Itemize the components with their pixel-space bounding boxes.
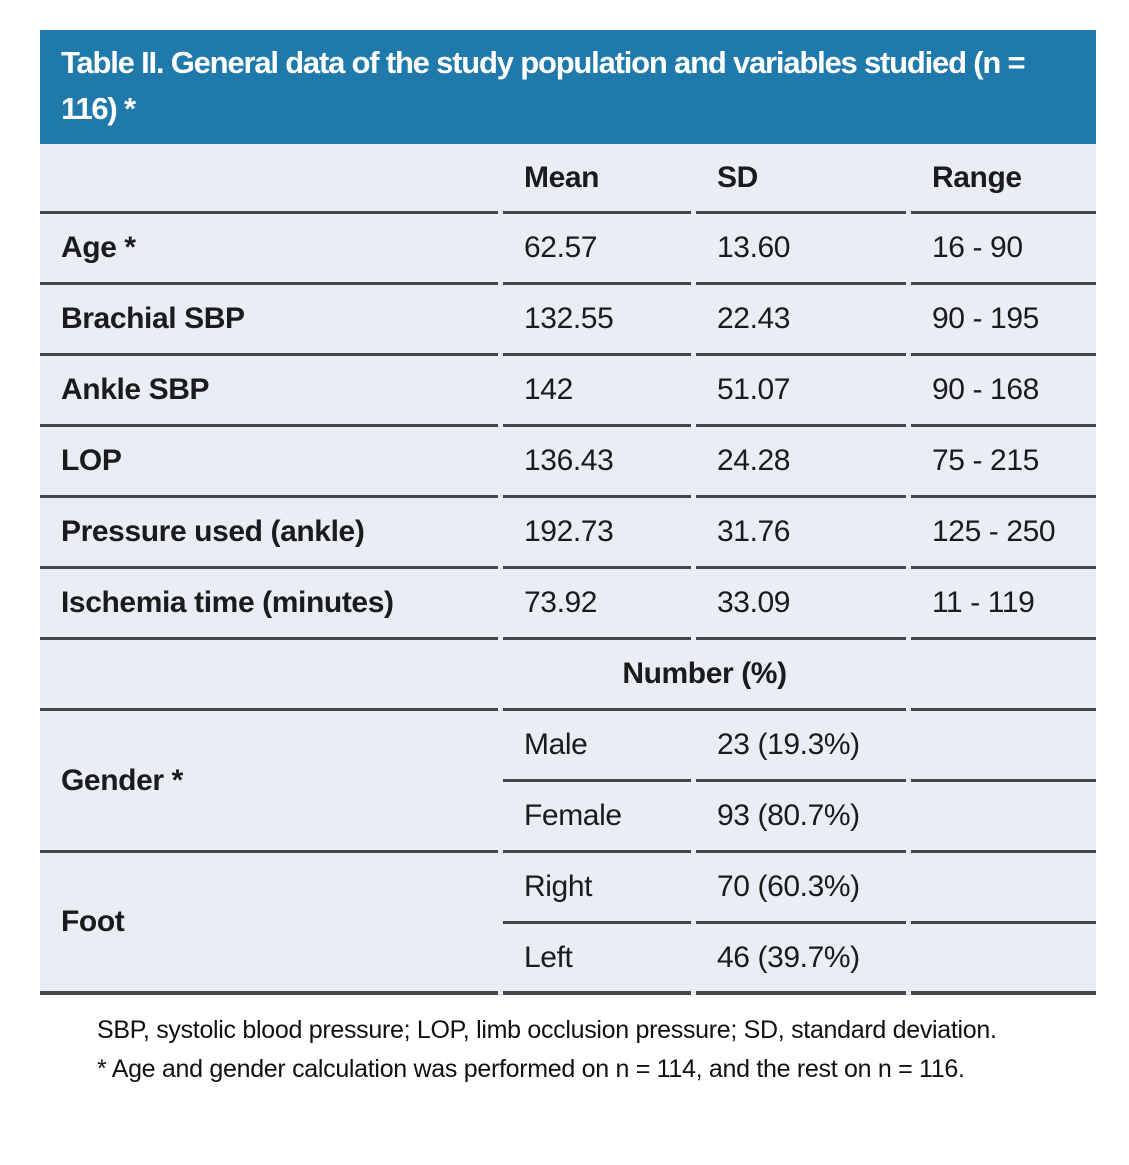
row-label: Age * xyxy=(40,214,498,285)
sd-value: 33.09 xyxy=(696,569,906,640)
sd-value: 22.43 xyxy=(696,285,906,356)
table-row: Age * 62.57 13.60 16 - 90 xyxy=(40,214,1096,285)
table-row: Ischemia time (minutes) 73.92 33.09 11 -… xyxy=(40,569,1096,640)
gender-section: Gender * Male 23 (19.3%) Female 93 (80.7… xyxy=(40,711,1096,853)
table-row: LOP 136.43 24.28 75 - 215 xyxy=(40,427,1096,498)
column-header-sd: SD xyxy=(696,144,906,214)
mean-value: 136.43 xyxy=(503,427,691,498)
category-value: 23 (19.3%) xyxy=(696,711,906,782)
category-name: Male xyxy=(503,711,691,782)
column-header-range: Range xyxy=(911,144,1096,214)
row-label: Gender * xyxy=(40,711,498,853)
mean-value: 132.55 xyxy=(503,285,691,356)
category-value: 93 (80.7%) xyxy=(696,782,906,853)
row-label: Pressure used (ankle) xyxy=(40,498,498,569)
sd-value: 31.76 xyxy=(696,498,906,569)
range-value: 90 - 168 xyxy=(911,356,1096,427)
row-label: Ischemia time (minutes) xyxy=(40,569,498,640)
category-spacer xyxy=(911,711,1096,782)
row-label: Foot xyxy=(40,853,498,995)
category-spacer xyxy=(911,924,1096,995)
footnote-asterisk: * Age and gender calculation was perform… xyxy=(97,1055,965,1083)
mean-value: 62.57 xyxy=(503,214,691,285)
category-name: Left xyxy=(503,924,691,995)
table-body: Mean SD Range Age * 62.57 13.60 16 - 90 … xyxy=(40,144,1096,995)
table-row: Brachial SBP 132.55 22.43 90 - 195 xyxy=(40,285,1096,356)
table-ii-card: Table II. General data of the study popu… xyxy=(40,30,1096,1089)
foot-section: Foot Right 70 (60.3%) Left 46 (39.7%) xyxy=(40,853,1096,995)
footnote-abbreviations: SBP, systolic blood pressure; LOP, limb … xyxy=(97,1016,997,1044)
footnotes: SBP, systolic blood pressure; LOP, limb … xyxy=(97,1011,1076,1089)
table-row: Pressure used (ankle) 192.73 31.76 125 -… xyxy=(40,498,1096,569)
range-value: 75 - 215 xyxy=(911,427,1096,498)
mean-value: 73.92 xyxy=(503,569,691,640)
number-percent-spacer xyxy=(40,640,498,711)
table-title: Table II. General data of the study popu… xyxy=(61,45,1026,126)
mean-value: 192.73 xyxy=(503,498,691,569)
row-label: Brachial SBP xyxy=(40,285,498,356)
range-value: 11 - 119 xyxy=(911,569,1096,640)
number-percent-spacer xyxy=(911,640,1096,711)
category-spacer xyxy=(911,853,1096,924)
number-percent-header-row: Number (%) xyxy=(40,640,1096,711)
category-name: Right xyxy=(503,853,691,924)
number-percent-header: Number (%) xyxy=(503,640,906,711)
column-header-spacer xyxy=(40,144,498,214)
category-spacer xyxy=(911,782,1096,853)
sd-value: 13.60 xyxy=(696,214,906,285)
range-value: 16 - 90 xyxy=(911,214,1096,285)
row-label: LOP xyxy=(40,427,498,498)
column-header-mean: Mean xyxy=(503,144,691,214)
table-row: Ankle SBP 142 51.07 90 - 168 xyxy=(40,356,1096,427)
table-title-banner: Table II. General data of the study popu… xyxy=(40,30,1096,144)
range-value: 125 - 250 xyxy=(911,498,1096,569)
range-value: 90 - 195 xyxy=(911,285,1096,356)
category-value: 46 (39.7%) xyxy=(696,924,906,995)
sd-value: 51.07 xyxy=(696,356,906,427)
row-label: Ankle SBP xyxy=(40,356,498,427)
category-name: Female xyxy=(503,782,691,853)
sd-value: 24.28 xyxy=(696,427,906,498)
page: Table II. General data of the study popu… xyxy=(0,30,1129,1165)
mean-value: 142 xyxy=(503,356,691,427)
category-value: 70 (60.3%) xyxy=(696,853,906,924)
column-header-row: Mean SD Range xyxy=(40,144,1096,214)
